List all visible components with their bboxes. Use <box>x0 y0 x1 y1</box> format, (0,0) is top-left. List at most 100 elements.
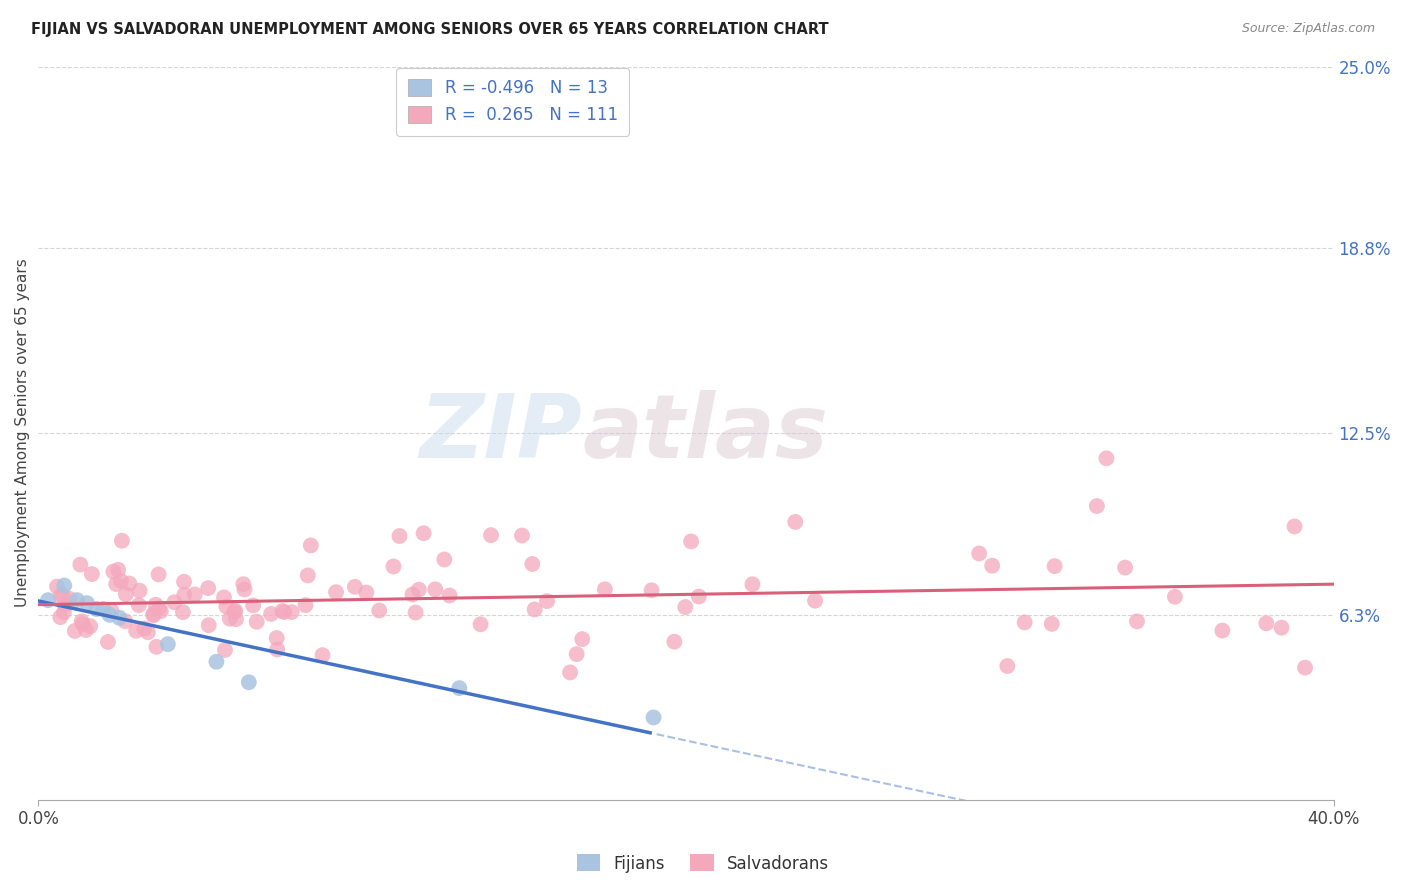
Point <box>215 599 238 614</box>
Point <box>995 659 1018 673</box>
Point <box>523 602 546 616</box>
Point <box>260 607 283 621</box>
Point <box>246 615 269 629</box>
Point <box>297 568 319 582</box>
Point <box>110 574 132 588</box>
Point <box>66 593 89 607</box>
Point <box>688 590 710 604</box>
Point <box>79 619 101 633</box>
Point <box>664 634 686 648</box>
Point <box>212 591 235 605</box>
Point <box>75 623 97 637</box>
Point <box>97 635 120 649</box>
Point <box>343 580 366 594</box>
Point <box>368 603 391 617</box>
Point <box>107 563 129 577</box>
Point <box>1095 451 1118 466</box>
Point <box>184 587 207 601</box>
Point <box>232 577 254 591</box>
Point <box>72 617 94 632</box>
Point <box>98 607 121 622</box>
Point <box>197 581 219 595</box>
Point <box>1211 624 1233 638</box>
Point <box>69 558 91 572</box>
Point <box>425 582 447 597</box>
Point <box>115 587 138 601</box>
Point <box>52 605 75 619</box>
Point <box>967 546 990 560</box>
Point <box>593 582 616 597</box>
Point <box>100 604 122 618</box>
Point <box>114 614 136 628</box>
Point <box>76 596 98 610</box>
Point <box>433 552 456 566</box>
Point <box>266 631 288 645</box>
Point <box>280 605 302 619</box>
Point <box>105 577 128 591</box>
Point <box>294 598 316 612</box>
Point <box>128 598 150 612</box>
Point <box>741 577 763 591</box>
Point <box>70 614 93 628</box>
Point <box>136 625 159 640</box>
Point <box>1043 559 1066 574</box>
Text: Source: ZipAtlas.com: Source: ZipAtlas.com <box>1241 22 1375 36</box>
Point <box>1126 615 1149 629</box>
Point <box>1256 616 1278 631</box>
Point <box>145 640 167 654</box>
Point <box>173 574 195 589</box>
Point <box>1014 615 1036 630</box>
Point <box>59 591 82 606</box>
Point <box>238 675 260 690</box>
Point <box>142 608 165 623</box>
Point <box>412 526 434 541</box>
Point <box>125 624 148 638</box>
Point <box>470 617 492 632</box>
Text: atlas: atlas <box>582 390 828 476</box>
Point <box>134 622 156 636</box>
Point <box>219 612 242 626</box>
Point <box>49 610 72 624</box>
Point <box>299 538 322 552</box>
Point <box>565 647 588 661</box>
Point <box>266 642 288 657</box>
Point <box>643 710 665 724</box>
Point <box>1114 560 1136 574</box>
Point <box>479 528 502 542</box>
Point <box>785 515 807 529</box>
Point <box>108 611 131 625</box>
Point <box>172 605 194 619</box>
Point <box>53 598 76 612</box>
Point <box>53 578 76 592</box>
Point <box>205 655 228 669</box>
Point <box>149 604 172 618</box>
Point <box>37 593 59 607</box>
Point <box>233 582 256 597</box>
Point <box>405 606 427 620</box>
Point <box>804 593 827 607</box>
Point <box>1284 519 1306 533</box>
Point <box>558 665 581 680</box>
Point <box>63 624 86 638</box>
Point <box>224 604 246 618</box>
Point <box>681 534 703 549</box>
Point <box>148 601 170 615</box>
Point <box>225 612 247 626</box>
Point <box>197 618 219 632</box>
Point <box>103 565 125 579</box>
Point <box>142 607 165 621</box>
Point <box>382 559 405 574</box>
Point <box>388 529 411 543</box>
Point <box>1164 590 1187 604</box>
Point <box>148 567 170 582</box>
Point <box>242 599 264 613</box>
Point <box>522 557 544 571</box>
Legend: Fijians, Salvadorans: Fijians, Salvadorans <box>571 847 835 880</box>
Point <box>981 558 1004 573</box>
Point <box>224 604 246 618</box>
Point <box>49 589 72 603</box>
Point <box>673 600 696 615</box>
Point <box>325 585 347 599</box>
Point <box>401 587 423 601</box>
Point <box>91 602 114 616</box>
